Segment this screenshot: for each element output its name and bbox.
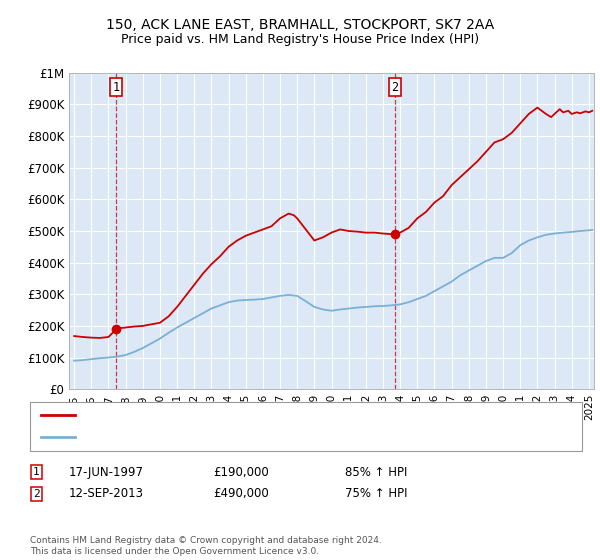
Text: Contains HM Land Registry data © Crown copyright and database right 2024.
This d: Contains HM Land Registry data © Crown c…	[30, 536, 382, 556]
Text: £490,000: £490,000	[213, 487, 269, 501]
Text: Price paid vs. HM Land Registry's House Price Index (HPI): Price paid vs. HM Land Registry's House …	[121, 34, 479, 46]
Text: 12-SEP-2013: 12-SEP-2013	[69, 487, 144, 501]
Text: 150, ACK LANE EAST, BRAMHALL, STOCKPORT, SK7 2AA: 150, ACK LANE EAST, BRAMHALL, STOCKPORT,…	[106, 18, 494, 32]
Text: 1: 1	[33, 467, 40, 477]
Text: 2: 2	[33, 489, 40, 499]
Text: 85% ↑ HPI: 85% ↑ HPI	[345, 465, 407, 479]
Text: £190,000: £190,000	[213, 465, 269, 479]
Text: HPI: Average price, detached house, Stockport: HPI: Average price, detached house, Stoc…	[81, 432, 337, 442]
Text: 17-JUN-1997: 17-JUN-1997	[69, 465, 144, 479]
Text: 150, ACK LANE EAST, BRAMHALL, STOCKPORT, SK7 2AA (detached house): 150, ACK LANE EAST, BRAMHALL, STOCKPORT,…	[81, 410, 487, 420]
Text: 2: 2	[392, 81, 399, 94]
Text: 75% ↑ HPI: 75% ↑ HPI	[345, 487, 407, 501]
Text: 1: 1	[113, 81, 120, 94]
